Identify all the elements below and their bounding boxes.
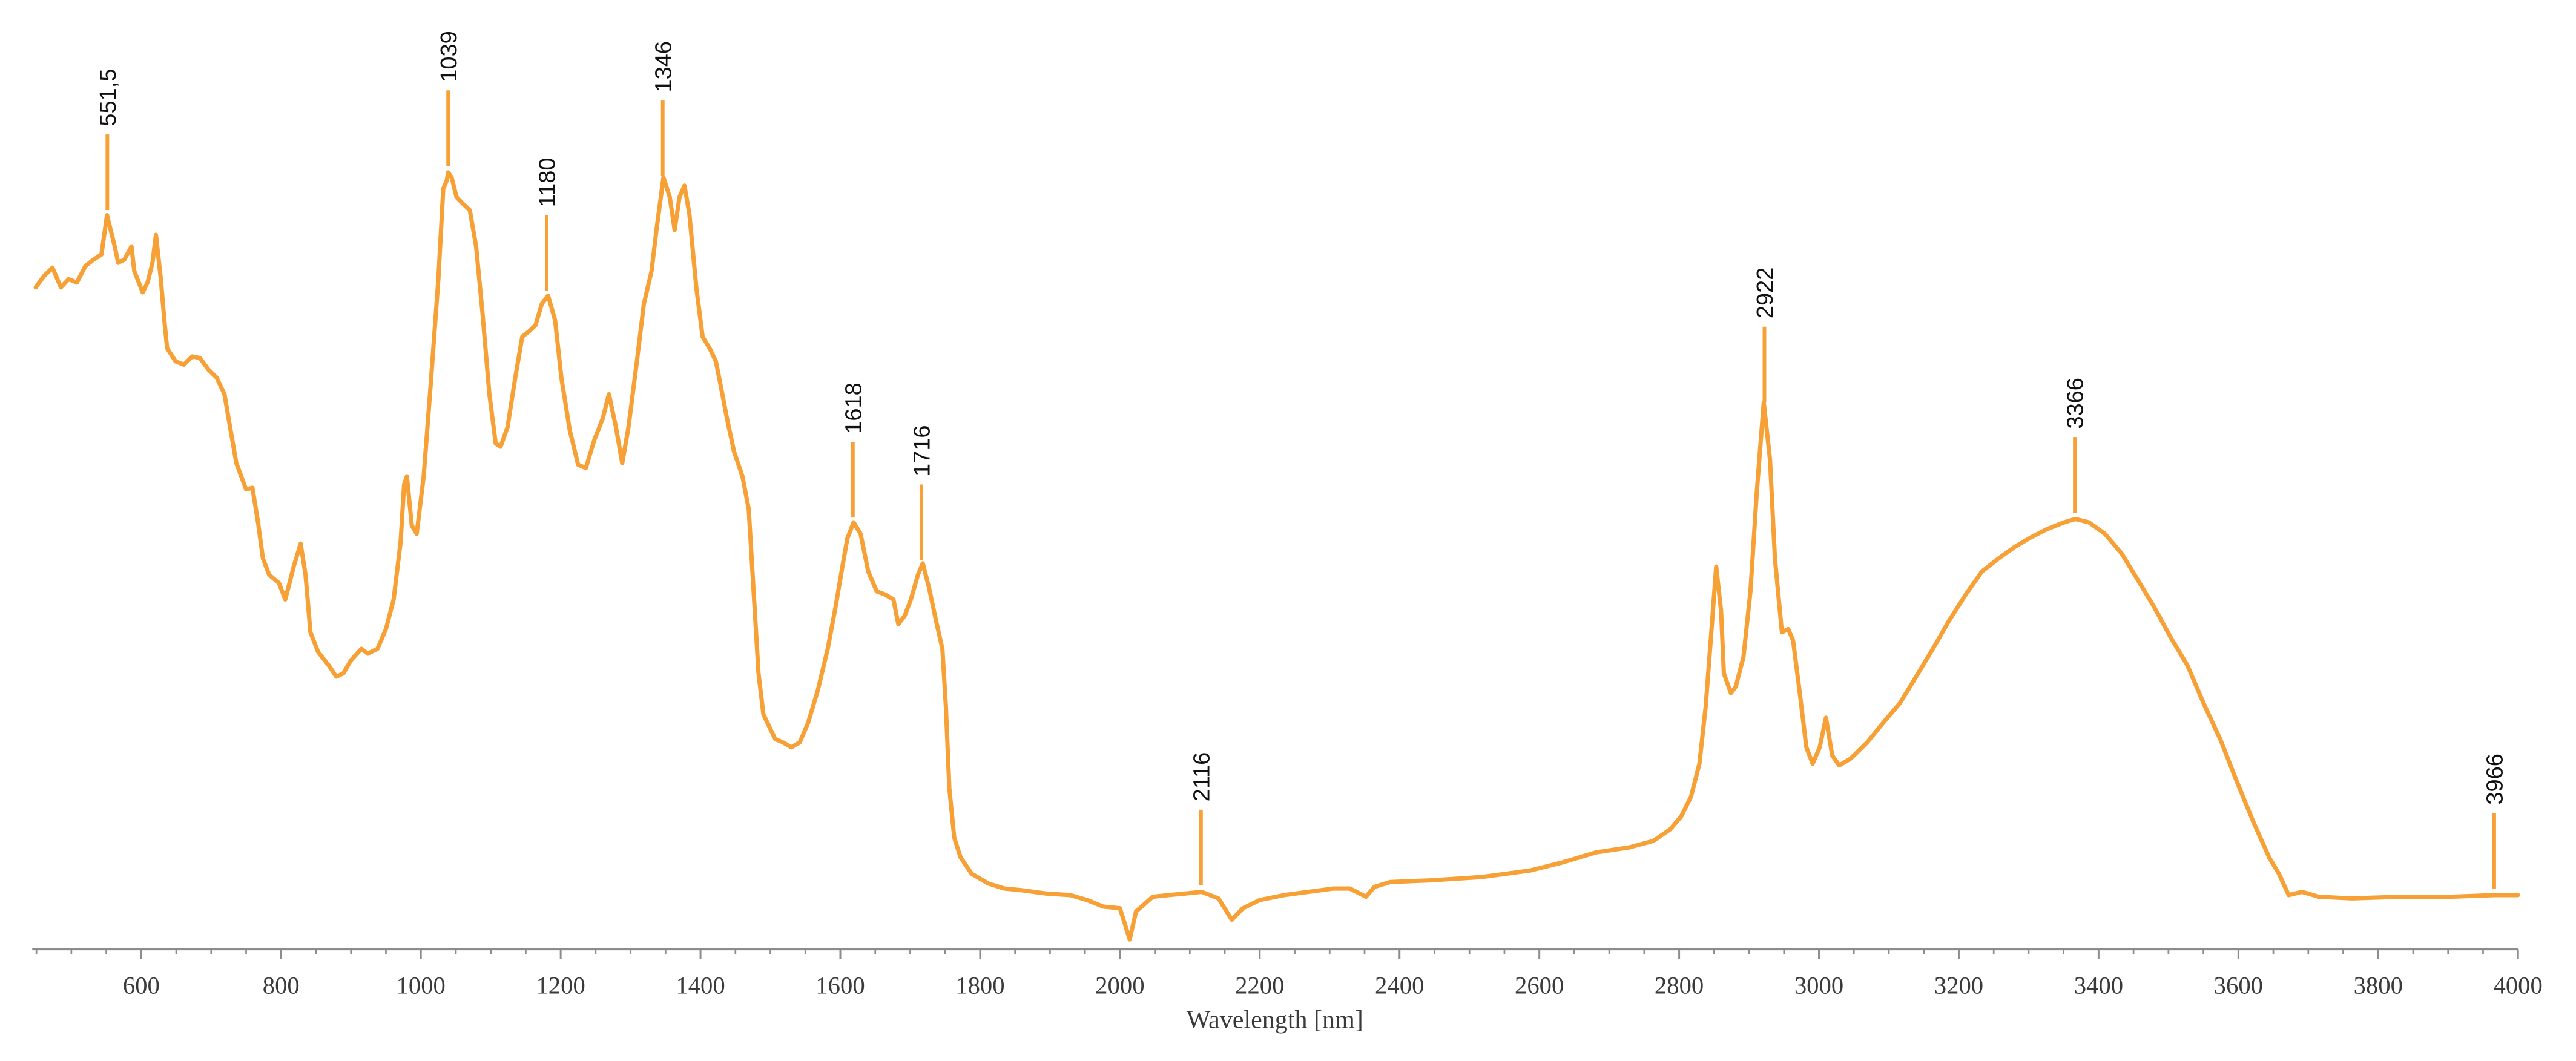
x-tick-label: 1400 <box>676 972 725 999</box>
x-tick-label: 800 <box>263 972 300 999</box>
peak-label: 1346 <box>651 41 676 93</box>
peak-label: 1180 <box>535 158 561 208</box>
x-axis-title: Wavelength [nm] <box>1187 1007 1363 1034</box>
peak-label: 1716 <box>910 425 935 476</box>
peak-label: 2922 <box>1753 268 1778 319</box>
peak-annotations: 551,5 1039 1180 1346 1618 1716 2116 2922 3366 396… <box>96 31 2508 889</box>
x-tick-label: 2400 <box>1375 972 1424 999</box>
peak-label: 3966 <box>2482 754 2508 805</box>
x-tick-label: 1200 <box>536 972 585 999</box>
peak-label: 3366 <box>2063 378 2089 429</box>
x-tick-label: 4000 <box>2494 972 2543 999</box>
peak-label: 551,5 <box>96 69 121 126</box>
peak-label: 1039 <box>436 31 462 82</box>
x-tick-label: 2800 <box>1655 972 1704 999</box>
spectrum-line <box>33 170 2520 942</box>
x-tick-label: 3400 <box>2074 972 2123 999</box>
x-tick-label: 2000 <box>1095 972 1144 999</box>
x-tick-label: 1600 <box>815 972 865 999</box>
x-tick-label: 2200 <box>1235 972 1284 999</box>
peak-label: 2116 <box>1189 752 1214 802</box>
x-tick-label: 2600 <box>1515 972 1564 999</box>
x-tick-label: 3200 <box>1934 972 1983 999</box>
x-axis-ticks: 600 800 1000 1200 1400 1600 1800 2000 2200 2400 26… <box>35 949 2543 999</box>
peak-label: 1618 <box>841 383 866 434</box>
x-tick-label: 1800 <box>955 972 1004 999</box>
x-tick-label: 600 <box>123 972 160 999</box>
x-tick-label: 3000 <box>1794 972 1843 999</box>
x-tick-label: 3600 <box>2214 972 2263 999</box>
x-tick-label: 3800 <box>2354 972 2403 999</box>
x-tick-label: 1000 <box>397 972 446 999</box>
